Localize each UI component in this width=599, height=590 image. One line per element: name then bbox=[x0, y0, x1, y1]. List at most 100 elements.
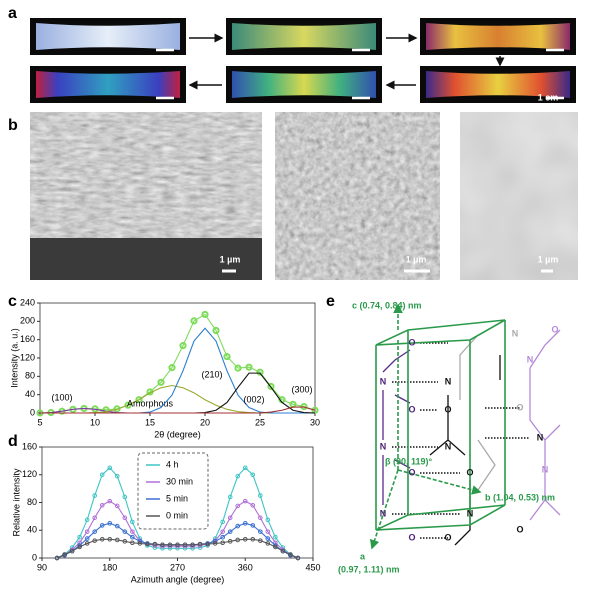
data-point bbox=[212, 326, 220, 335]
data-point bbox=[130, 529, 135, 534]
scale-label: 1 µm bbox=[406, 254, 427, 264]
data-point bbox=[114, 473, 120, 479]
x-tick-label: 270 bbox=[170, 562, 185, 572]
atom-label: N bbox=[537, 432, 544, 442]
y-tick-label: 160 bbox=[22, 441, 37, 451]
sem-image-base bbox=[30, 238, 262, 280]
series-line bbox=[56, 538, 299, 559]
y-axis-label: Intensity (a. u.) bbox=[9, 328, 19, 388]
x-tick-label: 20 bbox=[200, 417, 210, 427]
plot-frame bbox=[39, 302, 316, 414]
data-point bbox=[77, 534, 82, 540]
axis-label: c (0.74, 0.84) nm bbox=[352, 300, 422, 310]
data-point bbox=[84, 541, 90, 546]
data-point bbox=[84, 536, 90, 541]
data-point bbox=[62, 552, 67, 557]
atom-label: O bbox=[516, 524, 523, 534]
y-tick-label: 80 bbox=[27, 497, 37, 507]
atom-label: O bbox=[408, 467, 415, 477]
series-line bbox=[39, 313, 316, 414]
scale-label: 1 cm bbox=[538, 92, 559, 102]
data-point bbox=[168, 364, 176, 372]
atom-label: O bbox=[408, 337, 415, 347]
data-point bbox=[280, 548, 286, 554]
sem-image bbox=[275, 112, 440, 280]
data-point bbox=[157, 378, 165, 386]
y-tick-label: 120 bbox=[20, 352, 35, 362]
x-axis-label: 2θ (degree) bbox=[154, 429, 201, 439]
panel-label: c bbox=[8, 293, 17, 310]
x-tick-label: 360 bbox=[238, 562, 253, 572]
data-point bbox=[54, 555, 60, 561]
y-tick-label: 40 bbox=[27, 525, 37, 535]
legend-label: 0 min bbox=[166, 510, 188, 520]
series-line bbox=[40, 327, 315, 414]
atom-label: N bbox=[542, 464, 549, 474]
x-tick-label: 30 bbox=[310, 417, 320, 427]
data-point bbox=[250, 502, 256, 508]
data-point bbox=[220, 534, 225, 540]
data-point bbox=[114, 523, 120, 529]
y-tick-label: 120 bbox=[22, 469, 37, 479]
legend-label: 5 min bbox=[166, 493, 188, 503]
atom-label: N bbox=[445, 376, 452, 386]
atom-label: O bbox=[466, 467, 473, 477]
atom-label: O bbox=[444, 532, 451, 542]
data-point bbox=[124, 401, 132, 409]
data-point bbox=[227, 529, 233, 534]
y-tick-label: 200 bbox=[20, 316, 35, 326]
data-point bbox=[77, 540, 82, 546]
atom-label: N bbox=[527, 354, 534, 364]
axis-arrow bbox=[369, 469, 399, 550]
fiber bbox=[36, 23, 180, 50]
peak-label: (210) bbox=[201, 369, 222, 379]
y-tick-label: 80 bbox=[25, 371, 35, 381]
data-point bbox=[242, 498, 248, 504]
data-point bbox=[265, 529, 271, 534]
data-point bbox=[84, 529, 90, 534]
data-point bbox=[256, 368, 264, 376]
fiber bbox=[232, 23, 376, 50]
data-point bbox=[258, 529, 263, 534]
atom-label: N bbox=[445, 441, 452, 451]
panel-e: c (0.74, 0.84) nm β (90, 119)° b (1.04, … bbox=[338, 300, 561, 574]
peak-label: (300) bbox=[291, 384, 312, 394]
data-point bbox=[130, 534, 135, 540]
atom-label: O bbox=[444, 404, 451, 414]
data-point bbox=[235, 503, 241, 509]
data-point bbox=[267, 382, 275, 391]
y-tick-label: 160 bbox=[20, 334, 35, 344]
data-point bbox=[77, 544, 82, 550]
panel-a: 1 cm bbox=[30, 18, 576, 103]
angle-label: β (90, 119)° bbox=[385, 456, 433, 466]
x-tick-label: 5 bbox=[37, 417, 42, 427]
fiber bbox=[426, 71, 570, 98]
x-tick-label: 15 bbox=[145, 417, 155, 427]
atom-label: N bbox=[380, 376, 387, 386]
atom-label: O bbox=[408, 532, 415, 542]
data-point bbox=[201, 310, 209, 319]
data-point bbox=[69, 548, 75, 554]
data-point bbox=[122, 515, 128, 521]
data-point bbox=[265, 536, 271, 541]
x-tick-label: 180 bbox=[102, 562, 117, 572]
data-point bbox=[92, 529, 97, 534]
atom-label: N bbox=[380, 508, 387, 518]
fiber bbox=[36, 71, 180, 98]
data-point bbox=[190, 317, 198, 325]
x-tick-label: 450 bbox=[305, 562, 320, 572]
axis-label: a bbox=[360, 551, 366, 561]
data-point bbox=[265, 541, 271, 546]
panel-label: e bbox=[326, 293, 335, 310]
axis-label: b (1.04, 0.53) nm bbox=[485, 492, 555, 502]
atom-label: O bbox=[551, 324, 558, 334]
atom-label: N bbox=[512, 328, 519, 338]
data-point bbox=[242, 465, 248, 471]
data-point bbox=[235, 523, 241, 529]
data-point bbox=[288, 552, 293, 557]
data-point bbox=[135, 396, 143, 404]
atom-label: O bbox=[408, 404, 415, 414]
peak-label: (002) bbox=[243, 394, 264, 404]
y-tick-label: 240 bbox=[20, 297, 35, 307]
